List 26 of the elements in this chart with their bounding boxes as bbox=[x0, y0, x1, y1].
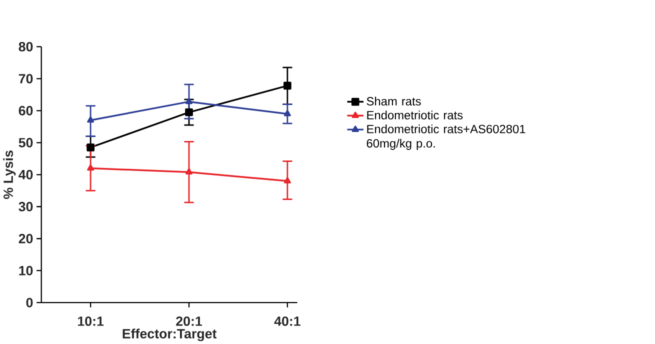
x-axis-title: Effector:Target bbox=[122, 328, 217, 342]
point bbox=[185, 168, 193, 174]
point bbox=[185, 98, 193, 104]
legend-label: Sham rats bbox=[366, 96, 421, 106]
point bbox=[185, 108, 193, 116]
point bbox=[87, 116, 94, 122]
y-tick-label: 20 bbox=[18, 234, 33, 244]
point bbox=[87, 164, 94, 170]
y-tick-label: 10 bbox=[19, 266, 33, 276]
x-tick-label: 20:1 bbox=[176, 316, 202, 326]
y-tick-label: 30 bbox=[18, 202, 33, 212]
x-tick-label: 40:1 bbox=[274, 316, 300, 326]
point bbox=[284, 176, 291, 184]
y-tick-label: 80 bbox=[18, 42, 33, 52]
legend-label: Endometriotic rats+AS602801 60mg/kg p.o. bbox=[366, 124, 526, 150]
point bbox=[284, 110, 291, 116]
legend-label: Endometriotic rats bbox=[367, 110, 463, 120]
y-tick-label: 40 bbox=[18, 170, 33, 180]
y-tick-label: 70 bbox=[18, 74, 33, 84]
y-tick-label: 50 bbox=[18, 138, 33, 148]
y-axis-title: % Lysis bbox=[3, 150, 16, 199]
x-tick-label: 10:1 bbox=[78, 316, 104, 326]
point bbox=[86, 143, 94, 152]
y-tick-label: 60 bbox=[18, 106, 33, 116]
y-tick-label: 0 bbox=[26, 298, 33, 308]
point bbox=[284, 82, 292, 90]
